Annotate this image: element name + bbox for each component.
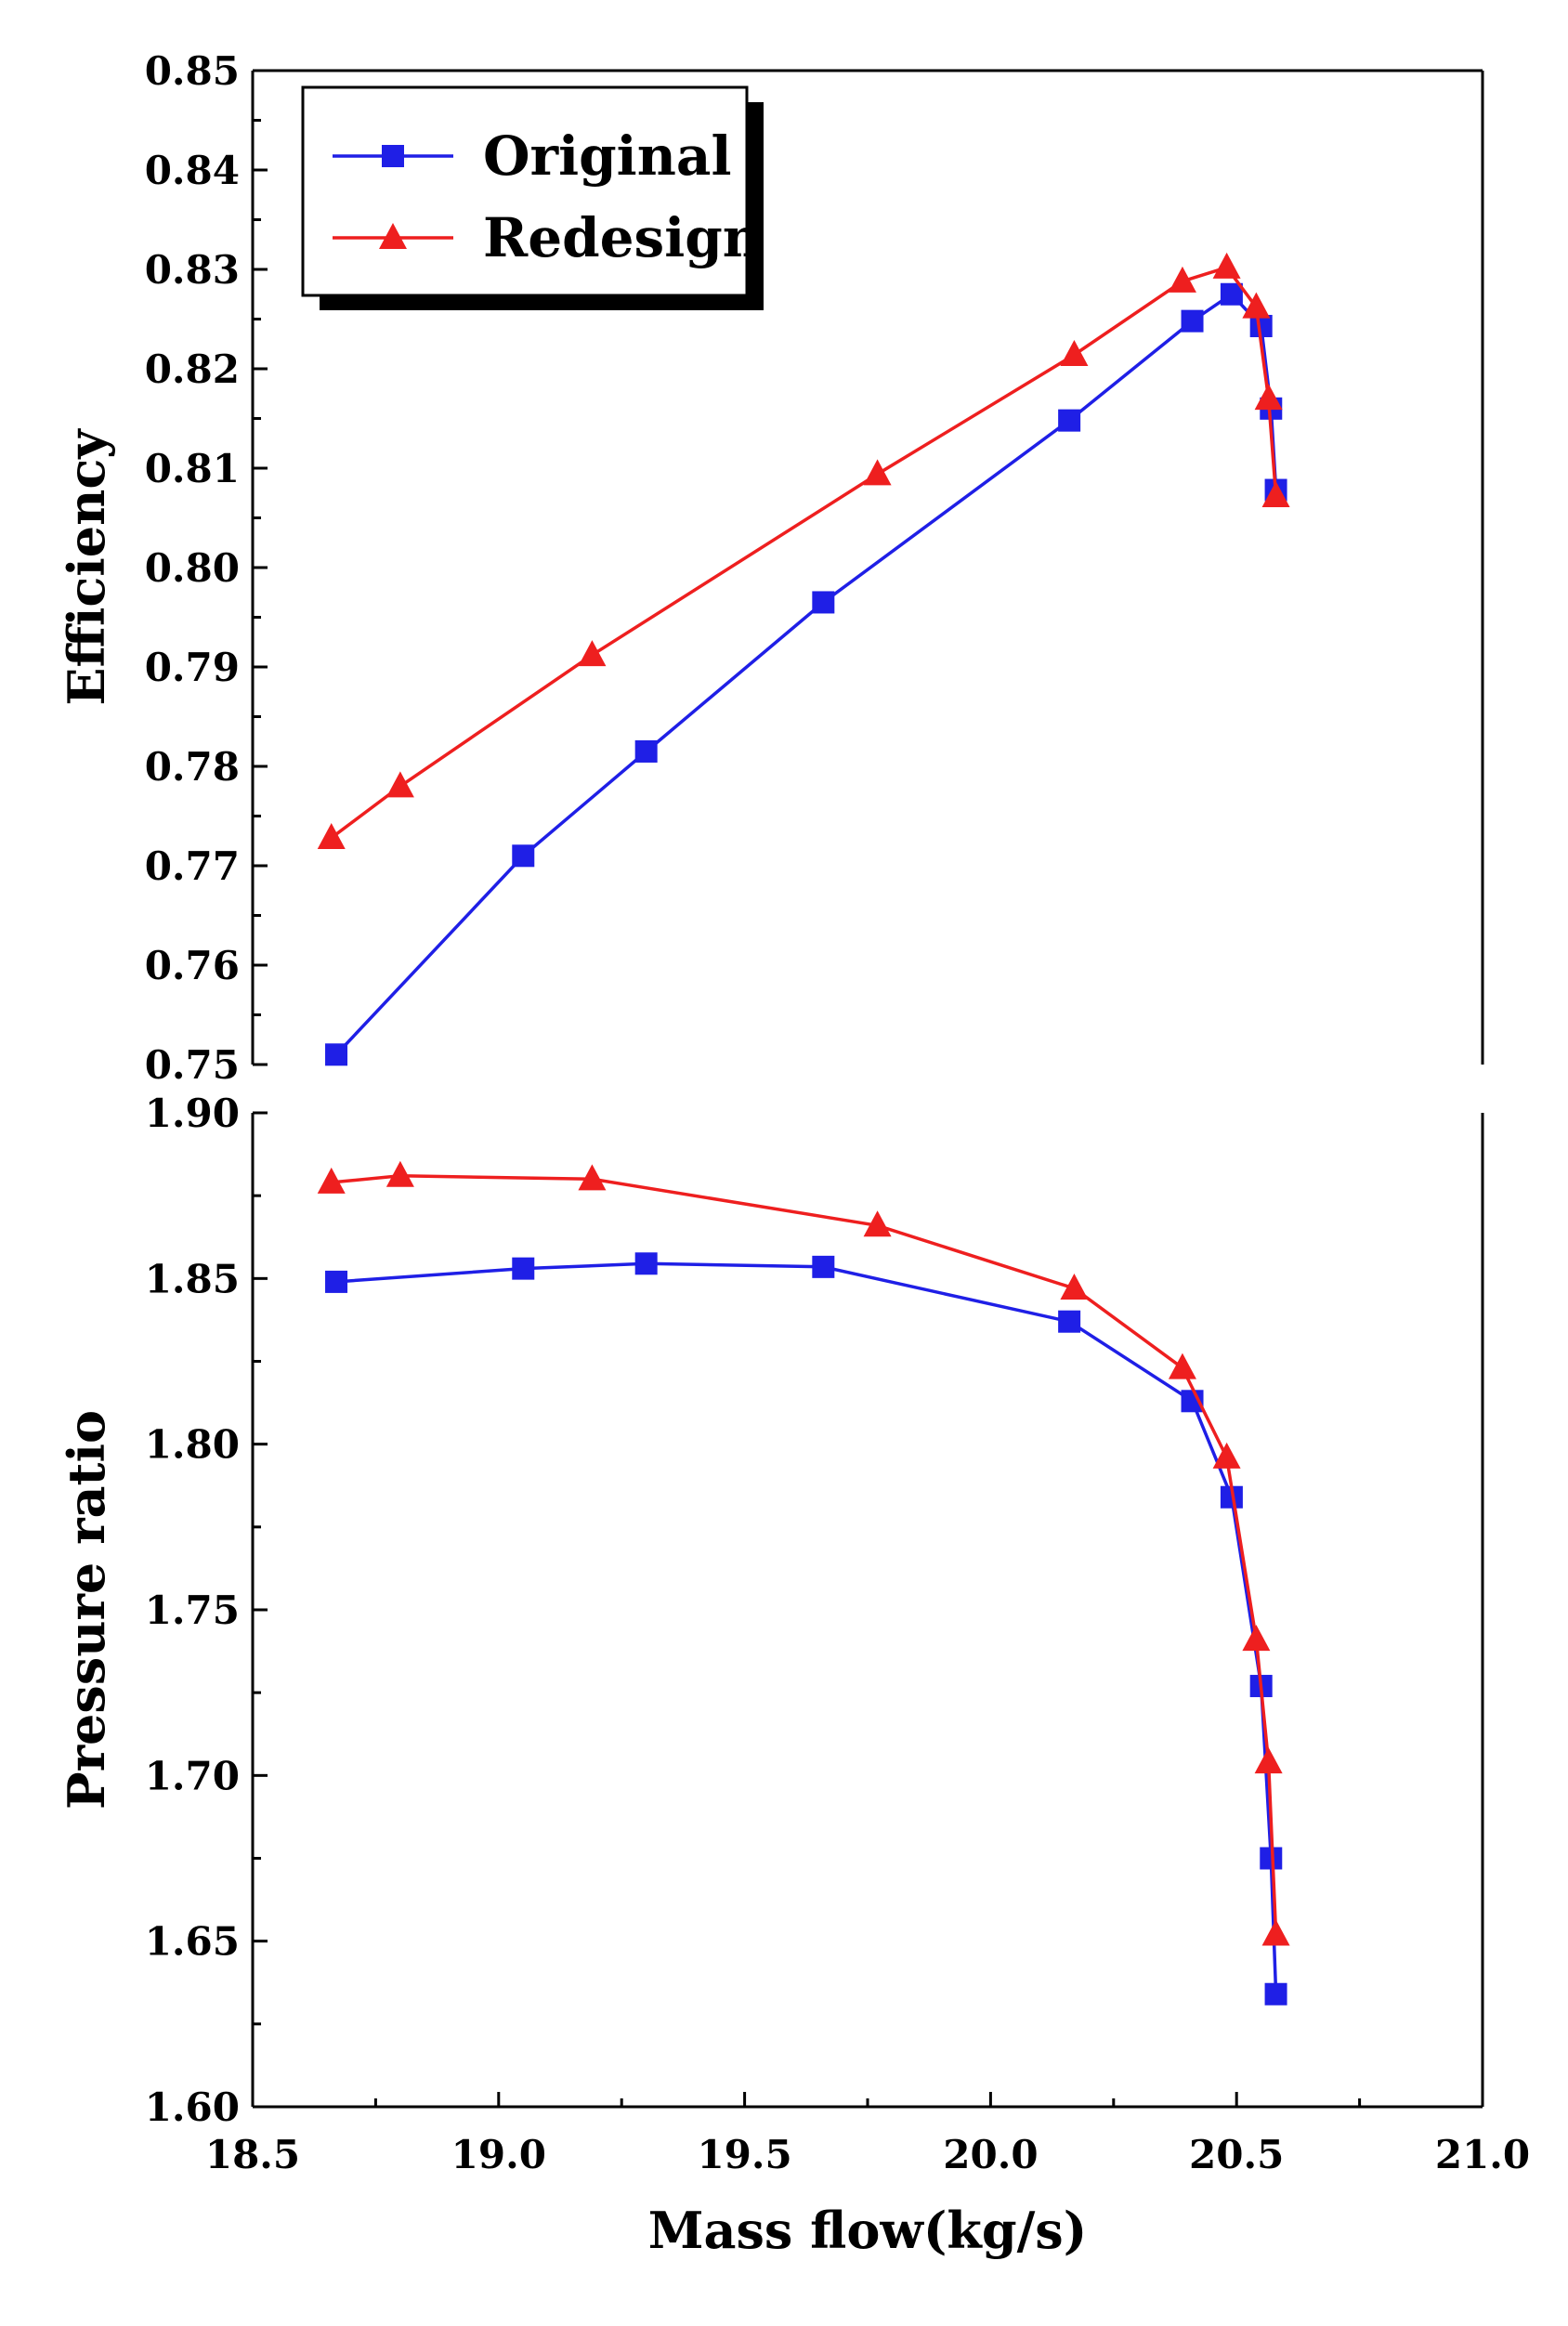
data-point-redesign	[1242, 1625, 1271, 1652]
data-point-original	[1058, 409, 1081, 432]
y-tick-label: 1.80	[145, 1422, 240, 1468]
data-point-original	[325, 1270, 348, 1293]
data-point-original	[812, 591, 835, 614]
data-point-original	[634, 739, 658, 763]
efficiency-chart: 0.75 0.76 0.77 0.78 0.79 0.80 0.81 0.82 0.83 0.84…	[57, 48, 1484, 1088]
y-tick-label: 0.82	[145, 346, 240, 392]
y-tick-label: 1.60	[145, 2084, 240, 2130]
y-tick-label: 0.84	[145, 148, 240, 193]
x-axis-title: Mass flow(kg/s)	[648, 2201, 1088, 2260]
data-point-redesign	[1168, 266, 1196, 293]
y-tick-label: 0.85	[145, 48, 240, 94]
shared-x-axis: 18.5 19.0 19.5 20.0 20.5 21.0 Mass flow(kg/s)	[205, 2092, 1530, 2260]
data-point-redesign	[317, 1167, 346, 1194]
data-point-original	[1220, 282, 1243, 306]
y-tick-label: 0.76	[145, 943, 240, 988]
y-tick-label: 1.75	[145, 1588, 240, 1633]
data-point-redesign	[578, 1164, 607, 1191]
y-tick-label: 0.81	[145, 446, 240, 491]
legend-label-redesign: Redesign	[483, 206, 762, 269]
y-tick-label: 1.85	[145, 1256, 240, 1301]
y-tick-label: 1.65	[145, 1919, 240, 1965]
pressure-ratio-chart: 1.60 1.65 1.70 1.75 1.80 1.85 1.90 Pressure rat…	[57, 1091, 1484, 2130]
legend-marker-original	[382, 145, 404, 167]
y-tick-label: 0.83	[145, 247, 240, 293]
y-tick-label: 1.70	[145, 1753, 240, 1798]
data-point-original	[325, 1043, 348, 1066]
data-point-redesign	[863, 459, 892, 486]
data-point-redesign	[1254, 1747, 1283, 1774]
legend-marker-redesign	[379, 223, 407, 249]
data-point-original	[1058, 1310, 1081, 1333]
data-point-redesign	[1242, 292, 1271, 319]
legend-label-original: Original	[483, 124, 732, 188]
x-tick-label: 18.5	[205, 2132, 300, 2177]
data-point-original	[812, 1255, 835, 1278]
data-point-redesign	[1254, 384, 1283, 411]
data-point-redesign	[578, 640, 607, 667]
data-point-redesign	[1212, 252, 1241, 279]
data-point-redesign	[863, 1210, 892, 1237]
x-tick-label: 20.5	[1189, 2132, 1284, 2177]
series-line-original	[334, 292, 1278, 1056]
series-line-redesign	[331, 1174, 1278, 1935]
data-point-redesign	[1261, 480, 1290, 507]
data-point-redesign	[1261, 1919, 1290, 1946]
x-tick-label: 19.5	[697, 2132, 791, 2177]
y-axis-title: Pressure ratio	[57, 1410, 116, 1810]
x-tick-label: 21.0	[1435, 2132, 1530, 2177]
legend-box	[301, 85, 749, 297]
data-point-redesign	[385, 1160, 414, 1187]
legend: Original Redesign	[301, 85, 764, 310]
y-tick-label: 0.80	[145, 545, 240, 591]
data-point-original	[512, 1257, 535, 1280]
data-point-redesign	[1060, 1274, 1089, 1300]
data-point-redesign	[317, 823, 346, 850]
x-tick-label: 20.0	[943, 2132, 1038, 2177]
data-point-original	[634, 1252, 658, 1275]
data-point-original	[512, 844, 535, 868]
data-point-redesign	[385, 771, 414, 798]
data-point-redesign	[1060, 340, 1089, 367]
y-tick-label: 0.78	[145, 744, 240, 790]
y-tick-label: 0.75	[145, 1042, 240, 1088]
data-point-redesign	[1212, 1442, 1241, 1469]
series-line-original	[335, 1261, 1278, 1994]
y-tick-label: 0.77	[145, 843, 240, 889]
data-point-original	[1181, 309, 1204, 333]
y-tick-label: 1.90	[145, 1091, 240, 1136]
y-axis-title: Efficiency	[57, 428, 116, 706]
data-point-redesign	[1168, 1352, 1196, 1379]
y-tick-label: 0.79	[145, 645, 240, 690]
x-tick-label: 19.0	[451, 2132, 546, 2177]
series-line-redesign	[330, 265, 1278, 840]
data-point-original	[1264, 1982, 1287, 2006]
